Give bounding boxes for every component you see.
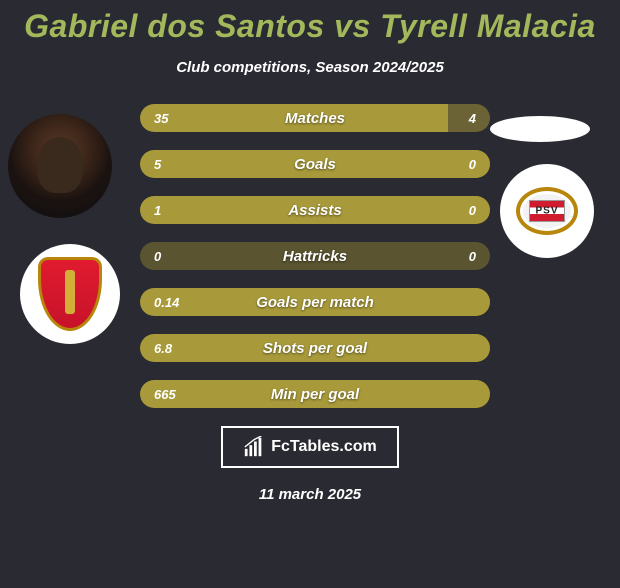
brand-logo[interactable]: FcTables.com — [221, 426, 399, 468]
page-title: Gabriel dos Santos vs Tyrell Malacia — [0, 8, 620, 45]
stat-row: 10Assists — [140, 196, 490, 224]
stat-label: Min per goal — [140, 380, 490, 408]
date-text: 11 march 2025 — [0, 486, 620, 503]
player-photo-right — [490, 116, 590, 142]
club-badge-left — [20, 244, 120, 344]
arsenal-crest-icon — [38, 257, 102, 331]
stat-label: Goals — [140, 150, 490, 178]
stat-label: Goals per match — [140, 288, 490, 316]
stat-label: Matches — [140, 104, 490, 132]
stat-label: Assists — [140, 196, 490, 224]
comparison-content: PSV 354Matches 50Goals 10Assists 00Hattrick… — [0, 104, 620, 408]
stat-row: 50Goals — [140, 150, 490, 178]
stat-label: Hattricks — [140, 242, 490, 270]
psv-crest-icon: PSV — [516, 187, 578, 235]
stats-bars: 354Matches 50Goals 10Assists 00Hattricks 0.1… — [140, 104, 490, 408]
stat-row: 6.8Shots per goal — [140, 334, 490, 362]
stat-label: Shots per goal — [140, 334, 490, 362]
brand-text: FcTables.com — [271, 438, 377, 456]
stat-row: 354Matches — [140, 104, 490, 132]
chart-icon — [243, 436, 265, 458]
stat-row: 0.14Goals per match — [140, 288, 490, 316]
subtitle: Club competitions, Season 2024/2025 — [0, 59, 620, 76]
player-photo-left — [8, 114, 112, 218]
club-badge-right: PSV — [500, 164, 594, 258]
stat-row: 665Min per goal — [140, 380, 490, 408]
stat-row: 00Hattricks — [140, 242, 490, 270]
